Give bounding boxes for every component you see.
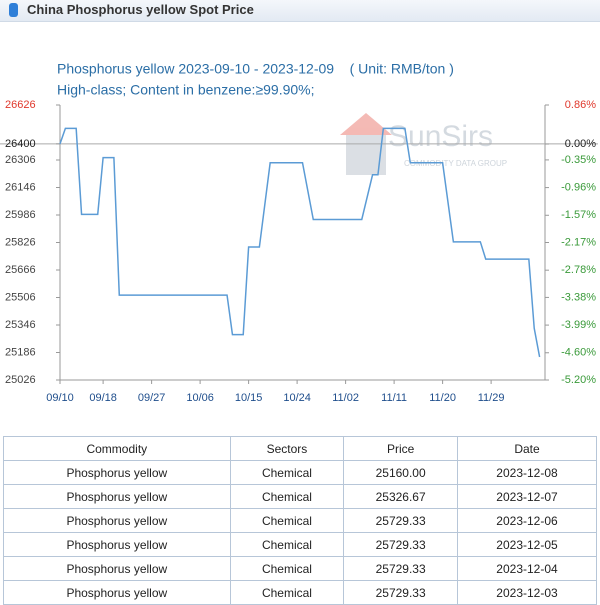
- header-title: China Phosphorus yellow Spot Price: [27, 2, 254, 17]
- table-cell: 25729.33: [343, 580, 458, 605]
- header: China Phosphorus yellow Spot Price: [0, 0, 600, 22]
- table-cell: 2023-12-08: [457, 460, 597, 485]
- y-tick-label: 25346: [5, 319, 36, 331]
- y-tick-label: 25186: [5, 346, 36, 358]
- table-cell: Chemical: [229, 532, 345, 557]
- y-tick-label: 25986: [5, 209, 36, 221]
- table-cell: Phosphorus yellow: [3, 532, 231, 557]
- x-tick-label: 11/20: [429, 392, 456, 404]
- table-row: Phosphorus yellow Chemical 25729.33 2023-12…: [3, 580, 597, 605]
- x-tick-label: 09/18: [89, 392, 117, 404]
- table-cell: 2023-12-07: [457, 484, 597, 509]
- price-line: [59, 127, 541, 358]
- y-tick-label: 26146: [5, 181, 36, 193]
- x-tick-label: 11/02: [332, 392, 359, 404]
- table-row: Phosphorus yellow Chemical 25729.33 2023-12…: [3, 508, 597, 533]
- chart: SunSirs COMMODITY DATA GROUP Phosphorus …: [0, 61, 598, 404]
- y2-tick-label: -2.78%: [561, 264, 596, 276]
- table-cell: 25326.67: [343, 484, 458, 509]
- y2-tick-label: -0.96%: [561, 181, 596, 193]
- table-cell: Chemical: [229, 508, 345, 533]
- table-cell: Chemical: [229, 484, 345, 509]
- x-tick-label: 10/24: [283, 392, 311, 404]
- table-cell: 25729.33: [343, 508, 458, 533]
- y2-tick-label: -0.35%: [561, 154, 596, 166]
- watermark-name: SunSirs: [388, 120, 493, 153]
- y-tick-label: 25826: [5, 236, 36, 248]
- y2-tick-label: -3.99%: [561, 319, 596, 331]
- table-cell: Phosphorus yellow: [3, 508, 231, 533]
- table-cell: Chemical: [229, 580, 345, 605]
- y-tick-label: 25026: [5, 374, 36, 386]
- table-row: Phosphorus yellow Chemical 25729.33 2023-12…: [3, 556, 597, 581]
- y2-tick-label: 0.00%: [565, 138, 596, 150]
- table-cell: 25160.00: [343, 460, 458, 485]
- y-tick-label: 26400: [5, 138, 36, 150]
- table-cell: Chemical: [229, 460, 345, 485]
- table-cell: Phosphorus yellow: [3, 460, 231, 485]
- table-cell: 2023-12-04: [457, 556, 597, 581]
- table-row: Phosphorus yellow Chemical 25729.33 2023-12…: [3, 532, 597, 557]
- table-cell: Chemical: [229, 556, 345, 581]
- x-tick-label: 10/15: [235, 392, 263, 404]
- table-cell: 25729.33: [343, 556, 458, 581]
- table-cell: 2023-12-06: [457, 508, 597, 533]
- y-tick-label: 25666: [5, 264, 36, 276]
- table-cell: 2023-12-03: [457, 580, 597, 605]
- table-cell: 2023-12-05: [457, 532, 597, 557]
- y-tick-label: 26626: [5, 99, 36, 111]
- y2-tick-label: -5.20%: [561, 374, 596, 386]
- column-header: Price: [343, 436, 458, 461]
- y2-tick-label: -3.38%: [561, 291, 596, 303]
- table-row: Phosphorus yellow Chemical 25326.67 2023-12…: [3, 484, 597, 509]
- table-header: Commodity Sectors Price Date: [3, 436, 597, 461]
- table-cell: Phosphorus yellow: [3, 484, 231, 509]
- header-icon: [9, 3, 18, 17]
- y2-tick-label: -4.60%: [561, 347, 596, 359]
- chart-subtitle: High-class; Content in benzene:≥99.90%;: [57, 82, 315, 98]
- x-tick-label: 11/29: [478, 392, 505, 404]
- x-tick-label: 11/11: [381, 392, 407, 404]
- chart-title: Phosphorus yellow 2023-09-10 - 2023-12-0…: [57, 61, 454, 77]
- y2-tick-label: -2.17%: [561, 236, 596, 248]
- y-tick-label: 25506: [5, 291, 36, 303]
- column-header: Commodity: [3, 436, 231, 461]
- x-tick-label: 09/10: [46, 392, 74, 404]
- x-tick-label: 09/27: [138, 392, 166, 404]
- y2-tick-label: -1.57%: [561, 209, 596, 221]
- y-tick-label: 26306: [5, 154, 36, 166]
- table-cell: Phosphorus yellow: [3, 556, 231, 581]
- watermark-tagline: COMMODITY DATA GROUP: [404, 159, 507, 168]
- table-cell: Phosphorus yellow: [3, 580, 231, 605]
- column-header: Sectors: [229, 436, 345, 461]
- x-tick-label: 10/06: [186, 392, 214, 404]
- price-table: Commodity Sectors Price Date Phosphorus yell…: [3, 436, 597, 605]
- table-row: Phosphorus yellow Chemical 25160.00 2023-12…: [3, 460, 597, 485]
- table-cell: 25729.33: [343, 532, 458, 557]
- y2-tick-label: 0.86%: [565, 99, 596, 111]
- column-header: Date: [457, 436, 597, 461]
